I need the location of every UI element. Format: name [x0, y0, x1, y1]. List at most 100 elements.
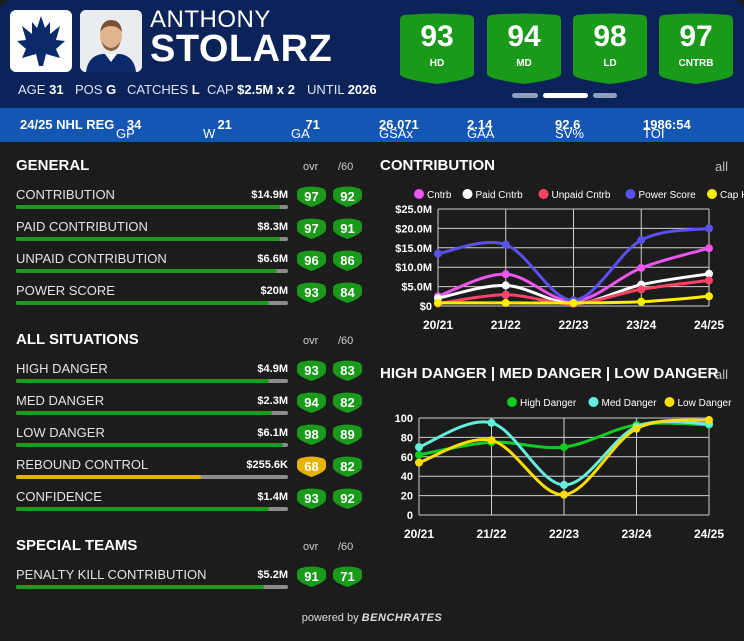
data-point[interactable] [434, 298, 442, 307]
data-point[interactable] [487, 438, 496, 447]
data-point[interactable] [632, 422, 641, 431]
metric-value: $8.3M [257, 221, 288, 233]
metric-bar [16, 443, 288, 447]
series-line [437, 226, 710, 302]
metric-bar [16, 237, 288, 241]
data-point[interactable] [560, 480, 568, 489]
data-point[interactable] [434, 299, 442, 308]
ovr-rating-pill: 98 [297, 423, 326, 445]
legend-item[interactable]: Unpaid Cntrb [538, 189, 611, 201]
per60-column-header: /60 [338, 541, 354, 553]
data-point[interactable] [434, 294, 442, 303]
rating-badge-value: 93 [420, 20, 454, 53]
data-point[interactable] [560, 490, 568, 499]
legend-item[interactable]: Power Score [625, 189, 697, 201]
data-point[interactable] [632, 424, 641, 433]
ovr-rating-pill: 91 [297, 565, 326, 587]
data-point[interactable] [434, 292, 442, 301]
legend-label: Power Score [639, 190, 697, 201]
data-point[interactable] [637, 297, 646, 306]
bio-catches: CATCHES L [127, 82, 200, 97]
legend-item[interactable]: Med Danger [588, 397, 658, 409]
ovr-rating-pill: 97 [297, 185, 326, 207]
carousel-dot-3[interactable] [593, 93, 617, 98]
data-point[interactable] [501, 298, 510, 307]
data-point[interactable] [415, 450, 423, 459]
legend-item[interactable]: High Danger [507, 397, 577, 409]
series-line [418, 419, 710, 487]
y-tick-label: $10.0M [395, 262, 432, 274]
data-point[interactable] [705, 419, 713, 428]
data-point[interactable] [415, 443, 423, 452]
data-point[interactable] [501, 290, 510, 299]
data-point[interactable] [501, 270, 510, 279]
metric-label: HIGH DANGER [16, 361, 108, 376]
metric-bar-fill [16, 269, 278, 273]
data-point[interactable] [705, 224, 713, 233]
data-point[interactable] [560, 443, 568, 452]
per60-column-header: /60 [338, 161, 354, 173]
data-point[interactable] [705, 276, 713, 285]
stat-ga: GA 71 [291, 117, 320, 141]
legend-item[interactable]: Cntrb [414, 189, 452, 201]
legend-item[interactable]: Paid Cntrb [462, 189, 524, 201]
metric-bar-fill [16, 205, 280, 209]
stat-sv: SV% 92.6 [555, 117, 584, 141]
data-point[interactable] [501, 240, 510, 249]
data-point[interactable] [487, 418, 496, 427]
data-point[interactable] [415, 458, 423, 467]
player-header: ANTHONY STOLARZ AGE 31 POS G CATCHES L C… [0, 0, 744, 108]
contribution-all-link[interactable]: all [714, 159, 728, 174]
metric-bar [16, 507, 288, 511]
ovr-rating-pill: 97 [297, 217, 326, 239]
data-point[interactable] [569, 298, 578, 307]
per60-rating-pill: 92 [333, 487, 362, 509]
data-point[interactable] [705, 415, 713, 424]
data-point[interactable] [705, 420, 713, 429]
data-point[interactable] [569, 297, 578, 306]
metric-bar [16, 585, 288, 589]
data-point[interactable] [569, 296, 578, 305]
data-point[interactable] [637, 280, 646, 289]
metric-bar-fill [16, 237, 280, 241]
metric-label: PENALTY KILL CONTRIBUTION [16, 567, 207, 582]
ovr-column-header: ovr [303, 161, 319, 173]
legend-label: High Danger [520, 398, 577, 409]
bio-age: AGE 31 [18, 82, 64, 97]
metric-value: $14.9M [251, 189, 288, 201]
data-point[interactable] [632, 420, 641, 429]
rating-badge-ld: 98 LD [573, 12, 647, 84]
x-tick-label: 21/22 [491, 318, 521, 332]
data-point[interactable] [434, 249, 442, 258]
per60-rating-pill: 92 [333, 185, 362, 207]
benchrates-logo[interactable]: BENCHRATES [361, 612, 443, 624]
data-point[interactable] [637, 263, 646, 272]
metric-value: $5.2M [257, 569, 288, 581]
player-photo [80, 10, 142, 72]
data-point[interactable] [705, 292, 713, 301]
carousel-dot-2-active[interactable] [543, 93, 588, 98]
y-tick-label: $5.0M [401, 282, 432, 294]
metric-label: UNPAID CONTRIBUTION [16, 251, 167, 266]
data-point[interactable] [705, 269, 713, 278]
data-point[interactable] [487, 436, 496, 445]
series-line [437, 278, 710, 306]
ovr-column-header: ovr [303, 541, 319, 553]
data-point[interactable] [705, 244, 713, 253]
danger-all-link[interactable]: all [714, 367, 728, 382]
data-point[interactable] [501, 281, 510, 290]
metric-bar-fill [16, 507, 269, 511]
per60-rating-pill: 83 [333, 359, 362, 381]
data-point[interactable] [569, 299, 578, 308]
legend-label: Cap Hit [720, 190, 744, 201]
data-point[interactable] [637, 285, 646, 294]
carousel-dot-1[interactable] [512, 93, 538, 98]
legend-swatch [538, 189, 549, 199]
data-point[interactable] [569, 299, 578, 308]
legend-item[interactable]: Low Danger [664, 397, 733, 409]
section-title: GENERAL [16, 157, 90, 174]
y-tick-label: 40 [401, 471, 413, 483]
data-point[interactable] [637, 236, 646, 245]
legend-item[interactable]: Cap Hit [707, 189, 744, 201]
